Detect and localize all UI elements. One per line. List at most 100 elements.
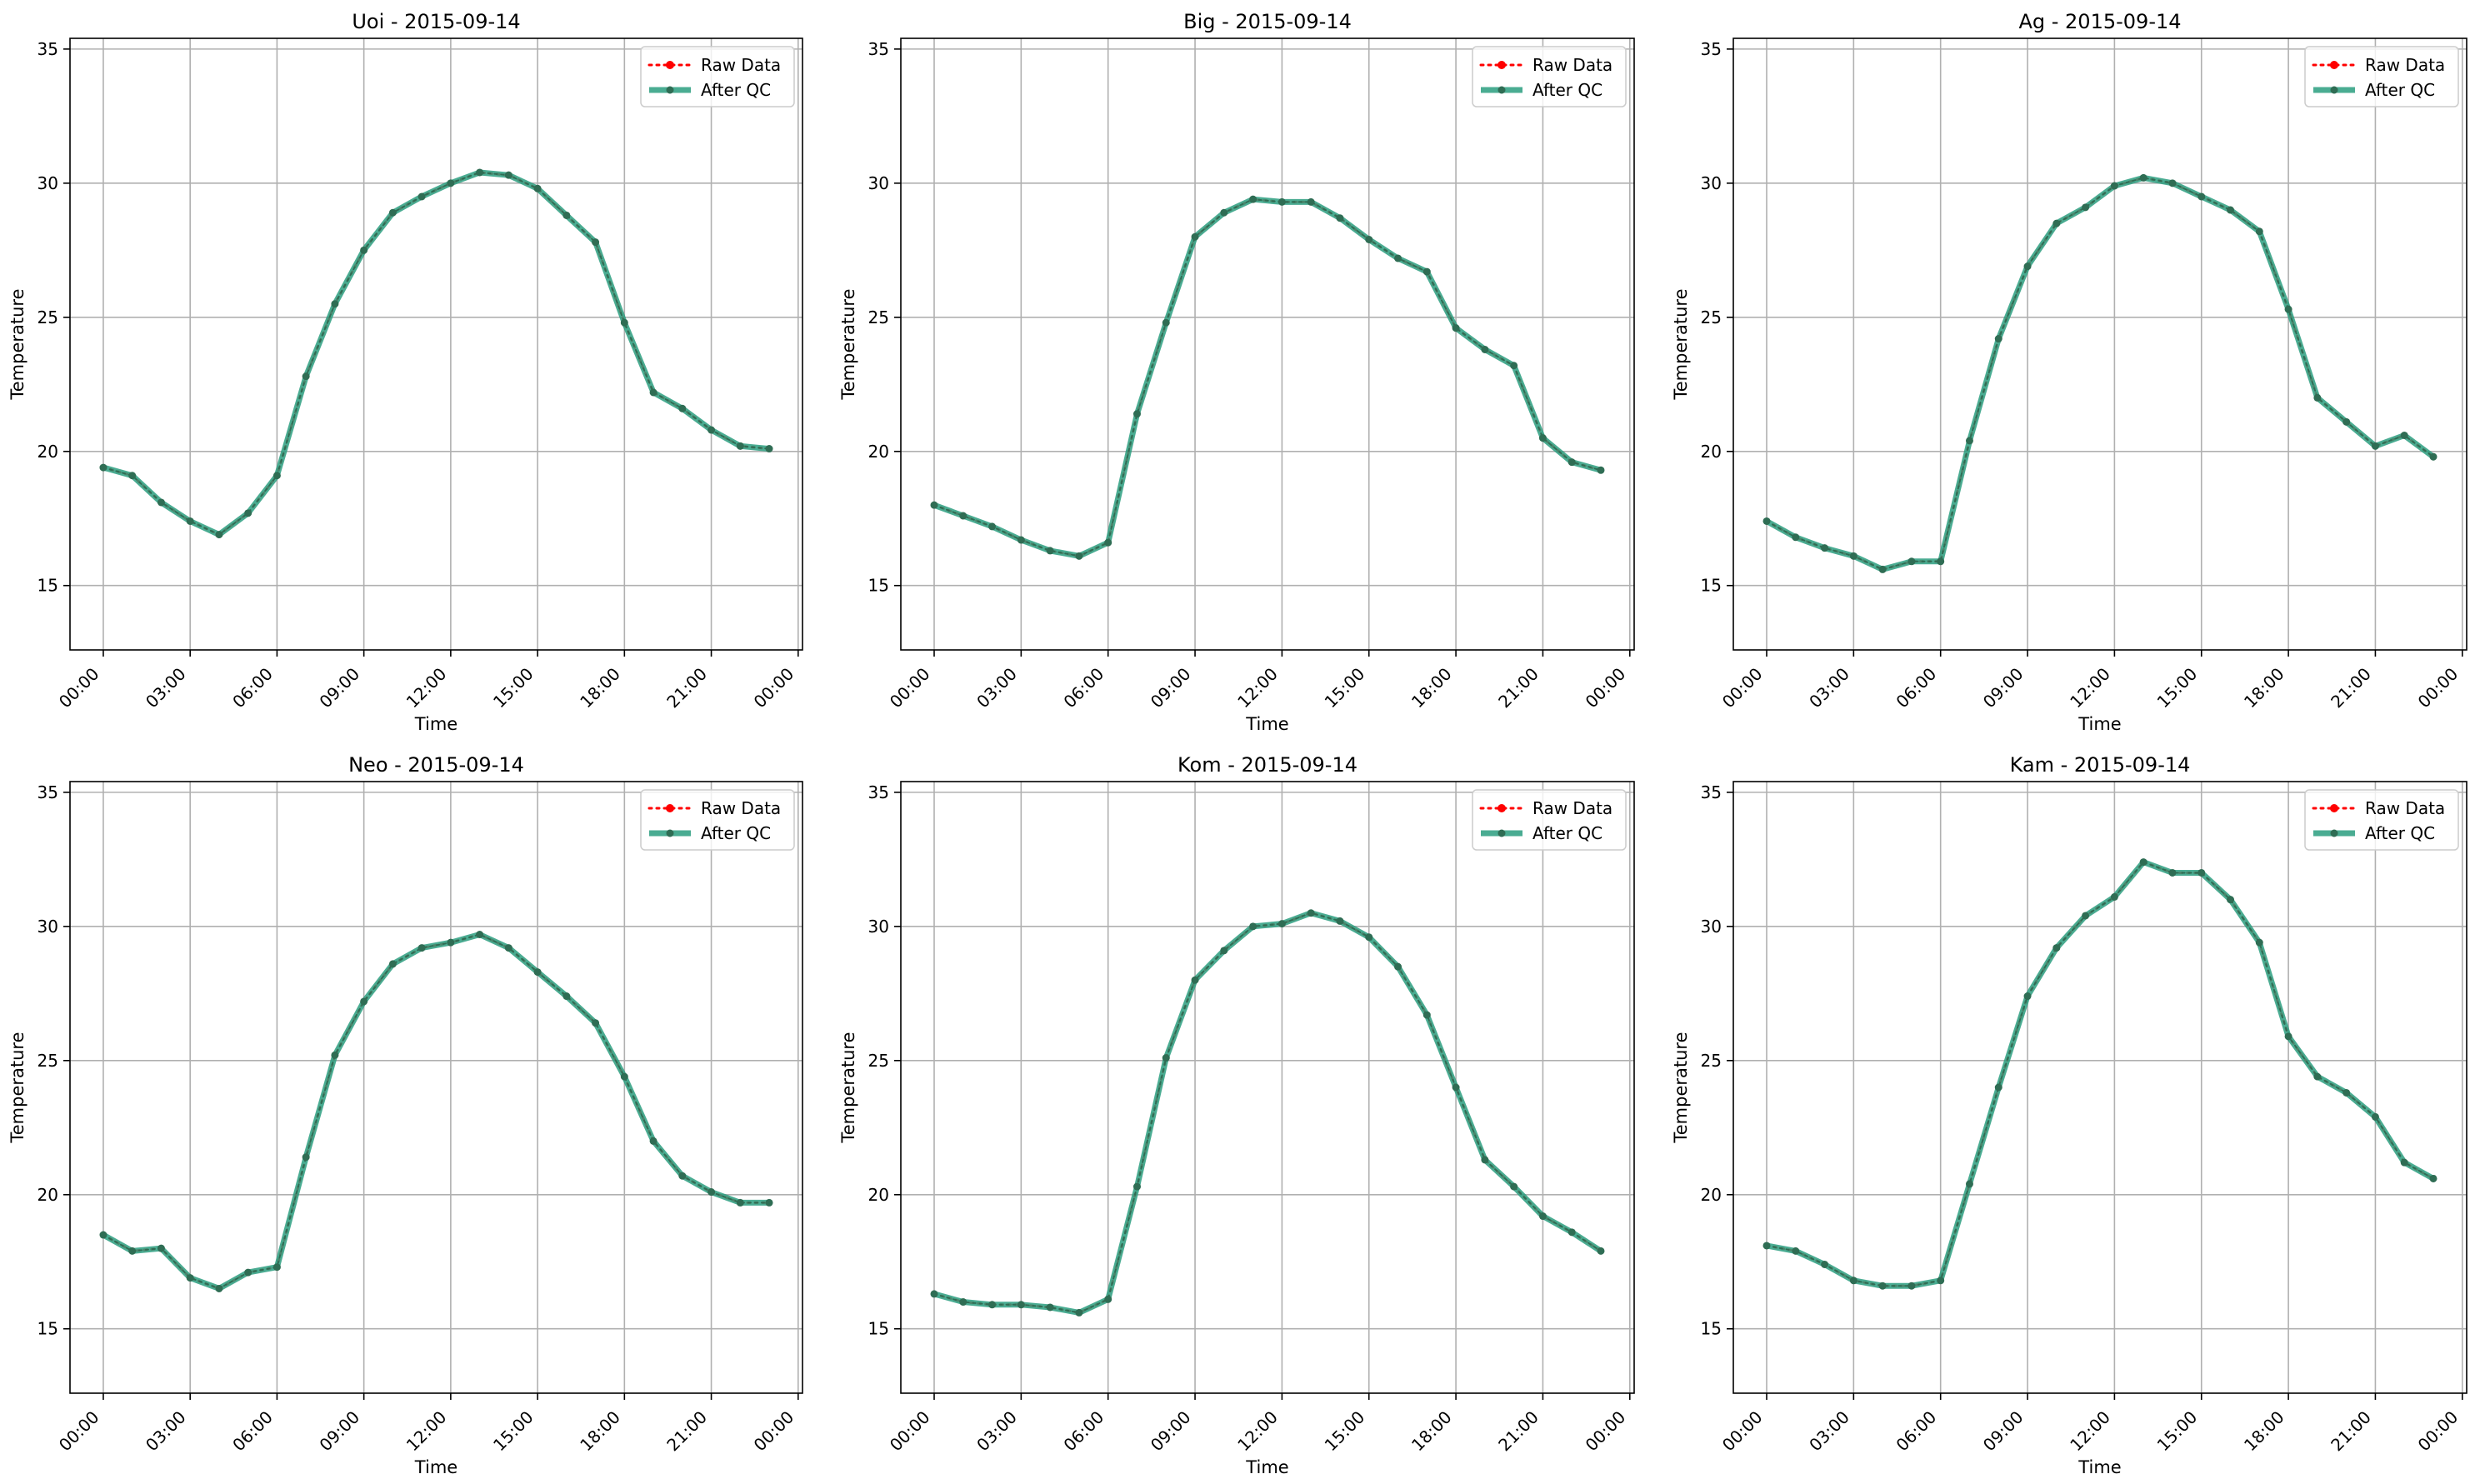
- x-tick-label: 18:00: [2240, 664, 2288, 712]
- x-tick-label: 09:00: [1979, 1407, 2028, 1456]
- raw-data-overlay-line: [933, 198, 1602, 557]
- after-qc-point: [157, 1244, 165, 1252]
- after-qc-point: [1965, 1180, 1973, 1188]
- after-qc-point: [1481, 1156, 1489, 1164]
- after-qc-point: [1792, 1247, 1800, 1255]
- x-tick-label: 09:00: [1147, 664, 1195, 712]
- after-qc-point: [2342, 1088, 2351, 1097]
- chart-title: Neo - 2015-09-14: [348, 753, 524, 777]
- axes-frame: [900, 781, 1635, 1394]
- x-tick-label: 09:00: [315, 664, 363, 712]
- x-tick-label: 18:00: [2240, 1407, 2288, 1456]
- after-qc-point: [1336, 917, 1344, 925]
- after-qc-point: [2082, 203, 2090, 212]
- chart-title: Ag - 2015-09-14: [2018, 10, 2181, 33]
- after-qc-point: [2429, 452, 2438, 461]
- x-tick-label: 00:00: [2414, 664, 2462, 712]
- after-qc-point: [99, 463, 108, 472]
- subplot-1: 00:00 03:00 06:00 09:00 12:00 15:00 18:00 21:00…: [8, 10, 803, 734]
- legend-label: After QC: [1532, 80, 1602, 100]
- y-tick-label: 30: [1701, 173, 1722, 193]
- x-tick-label: 03:00: [972, 1407, 1021, 1456]
- after-qc-point: [360, 246, 368, 254]
- legend: Raw Data After QC: [2304, 789, 2459, 851]
- after-qc-point: [1762, 517, 1771, 525]
- x-tick-label: 21:00: [2327, 664, 2375, 712]
- after-qc-point: [2110, 892, 2118, 901]
- x-tick-label: 18:00: [1408, 1407, 1456, 1456]
- after-qc-point: [1908, 1282, 1916, 1290]
- y-axis-label: Temperature: [8, 1032, 28, 1143]
- x-tick-label: 00:00: [1718, 1407, 1767, 1456]
- after-qc-point: [1017, 1301, 1025, 1309]
- y-tick-label: 25: [38, 1051, 58, 1071]
- after-qc-point: [1510, 362, 1518, 370]
- x-tick-label: 15:00: [489, 664, 538, 712]
- x-tick-label: 21:00: [662, 1407, 711, 1456]
- after-qc-point: [1510, 1182, 1518, 1191]
- legend-label: After QC: [1532, 823, 1602, 843]
- y-axis-label: Temperature: [1671, 288, 1691, 400]
- y-tick-label: 30: [868, 173, 889, 193]
- y-tick-label: 35: [868, 39, 889, 59]
- axes-frame: [1732, 37, 2468, 651]
- after-qc-point: [959, 512, 968, 520]
- after-qc-point: [2227, 896, 2235, 904]
- legend: Raw Data After QC: [1472, 789, 1627, 851]
- after-qc-point: [2371, 442, 2379, 450]
- after-qc-point: [2139, 173, 2148, 182]
- y-tick-label: 25: [1701, 1051, 1722, 1071]
- after-qc-point: [1132, 410, 1141, 418]
- y-tick-label: 30: [1701, 917, 1722, 937]
- y-axis-label: Temperature: [1671, 1032, 1691, 1143]
- after-qc-point: [1191, 232, 1199, 241]
- after-qc-point: [2284, 1032, 2292, 1041]
- raw-data-overlay-line: [1766, 177, 2434, 571]
- legend: Raw Data After QC: [2304, 46, 2459, 107]
- after-qc-point: [215, 1284, 223, 1292]
- after-qc-point: [331, 300, 339, 308]
- after-qc-point: [1365, 933, 1373, 942]
- after-qc-point: [620, 1072, 628, 1081]
- after-qc-point: [302, 1153, 310, 1162]
- after-qc-point: [157, 498, 165, 507]
- after-qc-point: [2023, 992, 2032, 1001]
- x-tick-label: 00:00: [1582, 1407, 1630, 1456]
- x-tick-label: 00:00: [886, 1407, 934, 1456]
- after-qc-point: [1597, 466, 1605, 474]
- legend-after-qc-marker: [666, 86, 674, 94]
- legend-after-qc-marker: [2330, 86, 2338, 94]
- legend-label: After QC: [701, 823, 771, 843]
- legend: Raw Data After QC: [640, 789, 795, 851]
- after-qc-point: [1075, 1308, 1083, 1317]
- after-qc-point: [99, 1231, 108, 1239]
- y-tick-label: 20: [1701, 1185, 1722, 1205]
- x-tick-label: 18:00: [1408, 664, 1456, 712]
- after-qc-point: [1191, 976, 1199, 984]
- legend-after-qc-marker: [666, 829, 674, 837]
- after-qc-point: [1452, 324, 1460, 332]
- x-tick-label: 12:00: [2066, 664, 2114, 712]
- after-qc-point: [1104, 1295, 1112, 1303]
- after-qc-point: [2168, 179, 2177, 187]
- after-qc-line: [102, 932, 769, 1292]
- legend-label: After QC: [2365, 823, 2435, 843]
- after-qc-point: [1336, 214, 1344, 222]
- chart-title: Kam - 2015-09-14: [2010, 753, 2191, 777]
- after-qc-point: [2110, 182, 2118, 190]
- y-axis-label: Temperature: [838, 288, 858, 400]
- after-qc-point: [1821, 1260, 1829, 1268]
- raw-data-line: [1765, 176, 2435, 571]
- after-qc-point: [244, 1268, 252, 1277]
- after-qc-point: [2168, 868, 2177, 877]
- after-qc-line: [1765, 174, 2436, 572]
- after-qc-point: [2198, 868, 2206, 877]
- after-qc-point: [678, 1172, 687, 1180]
- after-qc-point: [1075, 552, 1083, 560]
- after-qc-point: [620, 318, 628, 327]
- x-axis-label: Time: [2078, 1457, 2121, 1477]
- after-qc-point: [2313, 393, 2322, 402]
- after-qc-point: [1849, 1277, 1858, 1285]
- after-qc-point: [272, 472, 281, 480]
